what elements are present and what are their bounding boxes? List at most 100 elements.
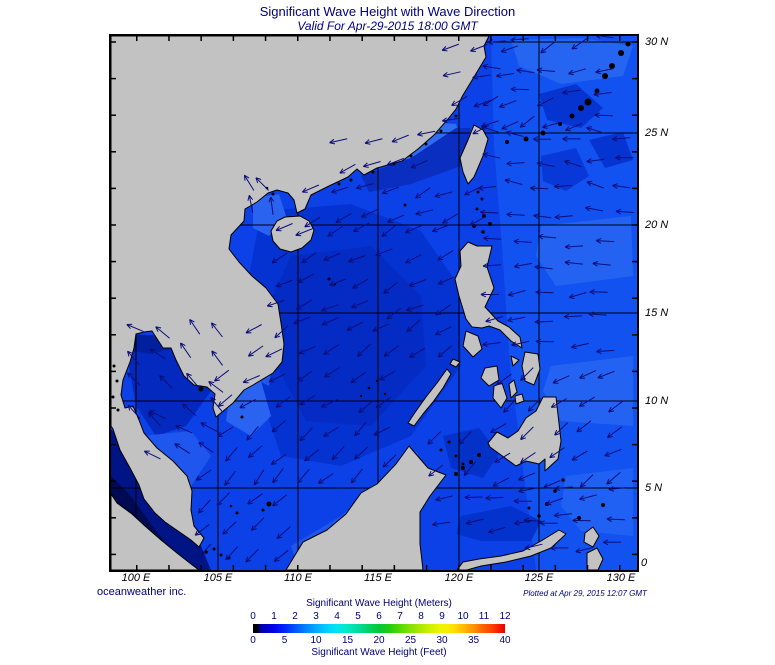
island-dot — [116, 408, 120, 412]
island-dot — [540, 130, 546, 136]
colorbar-tick-feet: 25 — [404, 635, 417, 646]
lat-label: 30 N — [645, 36, 669, 48]
island-dot — [469, 460, 473, 464]
wave-map-canvas — [111, 36, 637, 570]
colorbar-tick-meters: 12 — [499, 611, 511, 622]
wave-direction-arrows — [143, 411, 217, 460]
colorbar-title-feet: Significant Wave Height (Feet) — [311, 647, 447, 658]
island-dot — [266, 501, 272, 507]
wave-height-patch — [589, 132, 633, 168]
lon-label: 100 E — [121, 572, 151, 584]
lon-label: 115 E — [364, 572, 392, 584]
wave-direction-arrows — [490, 367, 624, 489]
colorbar-tick-feet: 15 — [341, 635, 354, 646]
colorbar-tick-meters: 8 — [418, 611, 424, 622]
colorbar-tick-meters: 5 — [355, 611, 361, 622]
land-panay — [480, 365, 500, 387]
lon-label: 125 E — [524, 572, 554, 584]
island-dot — [115, 379, 119, 383]
wave-height-patch — [539, 84, 603, 128]
colorbar-tick-meters: 9 — [439, 611, 445, 622]
wave-height-patch — [541, 148, 589, 191]
land-mindoro — [462, 330, 483, 358]
land-borneo — [285, 445, 447, 570]
colorbar-tick-meters: 4 — [334, 611, 340, 622]
wave-direction-arrows — [427, 431, 477, 477]
wave-direction-arrows — [432, 494, 564, 534]
island-dot — [553, 489, 557, 493]
wave-height-patch — [443, 428, 499, 478]
land-palawan — [407, 368, 452, 427]
wave-direction-arrows — [126, 318, 224, 420]
island-dot — [477, 453, 481, 457]
island-dot — [475, 207, 479, 211]
island-dot — [601, 503, 605, 507]
wave-direction-arrows — [243, 174, 275, 215]
island-dot — [561, 478, 565, 482]
colorbar-tick-feet: 10 — [310, 635, 322, 646]
lat-label: 15 N — [645, 307, 669, 319]
island-dot — [454, 454, 458, 458]
island-dot — [367, 386, 371, 390]
colorbar-tick-feet: 20 — [373, 635, 385, 646]
island-dot — [271, 192, 275, 196]
island-dot — [212, 547, 216, 551]
land-sumatra — [111, 493, 200, 570]
island-dot — [461, 466, 465, 470]
island-dot — [618, 50, 624, 56]
colorbar-tick-meters: 0 — [250, 611, 256, 622]
island-dot — [480, 197, 484, 201]
wave-direction-arrows — [245, 316, 453, 358]
island-dot — [337, 182, 341, 186]
island-dot — [537, 514, 541, 518]
border-ticks-layer — [111, 36, 637, 570]
colorbar-tick-meters: 6 — [376, 611, 382, 622]
wave-direction-arrows — [214, 367, 397, 468]
island-dot — [327, 277, 331, 281]
wave-height-patch — [456, 506, 541, 541]
island-dot — [235, 511, 239, 515]
colorbar-tick-feet: 5 — [281, 635, 288, 646]
island-dot — [602, 73, 608, 79]
colorbar-tick-feet: 40 — [499, 635, 511, 646]
lon-label: 130 E — [606, 572, 636, 584]
wave-height-colorbar — [253, 624, 505, 633]
island-dot — [609, 63, 615, 69]
island-dot — [111, 395, 115, 399]
wave-direction-arrows — [194, 468, 291, 563]
island-dot — [240, 415, 244, 419]
island-dot — [219, 553, 223, 557]
land-taiwan — [459, 124, 489, 185]
lat-label: 5 N — [645, 482, 663, 494]
island-dot — [569, 113, 575, 119]
island-dot — [409, 154, 413, 158]
island-dot — [112, 364, 116, 368]
lat-label: 10 N — [645, 395, 669, 407]
lon-label: 120 E — [444, 572, 474, 584]
wave-direction-arrows — [329, 130, 436, 174]
land-masbate — [510, 355, 520, 367]
lat-label: 0 — [641, 557, 648, 569]
island-dot — [454, 472, 458, 476]
wave-direction-arrows — [480, 233, 615, 355]
land-samar-leyte — [521, 351, 541, 386]
island-dot — [424, 142, 428, 146]
island-dot — [584, 98, 592, 106]
colorbar-tick-feet: 35 — [467, 635, 480, 646]
colorbar-tick-meters: 11 — [478, 611, 490, 622]
wave-direction-arrows — [266, 222, 455, 320]
land-mindanao — [487, 396, 562, 472]
island-dot — [403, 203, 407, 207]
island-dot — [359, 394, 363, 398]
island-dot — [447, 440, 451, 444]
island-dot — [578, 105, 584, 111]
land-cebu — [508, 379, 518, 399]
colorbar-title-meters: Significant Wave Height (Meters) — [306, 598, 452, 609]
island-dot — [439, 129, 443, 133]
land-hainan — [270, 215, 315, 253]
oceanweather-credit: oceanweather inc. — [97, 586, 187, 598]
island-dot — [523, 136, 529, 142]
colorbar-tick-feet: 30 — [436, 635, 448, 646]
island-dot — [488, 222, 492, 226]
